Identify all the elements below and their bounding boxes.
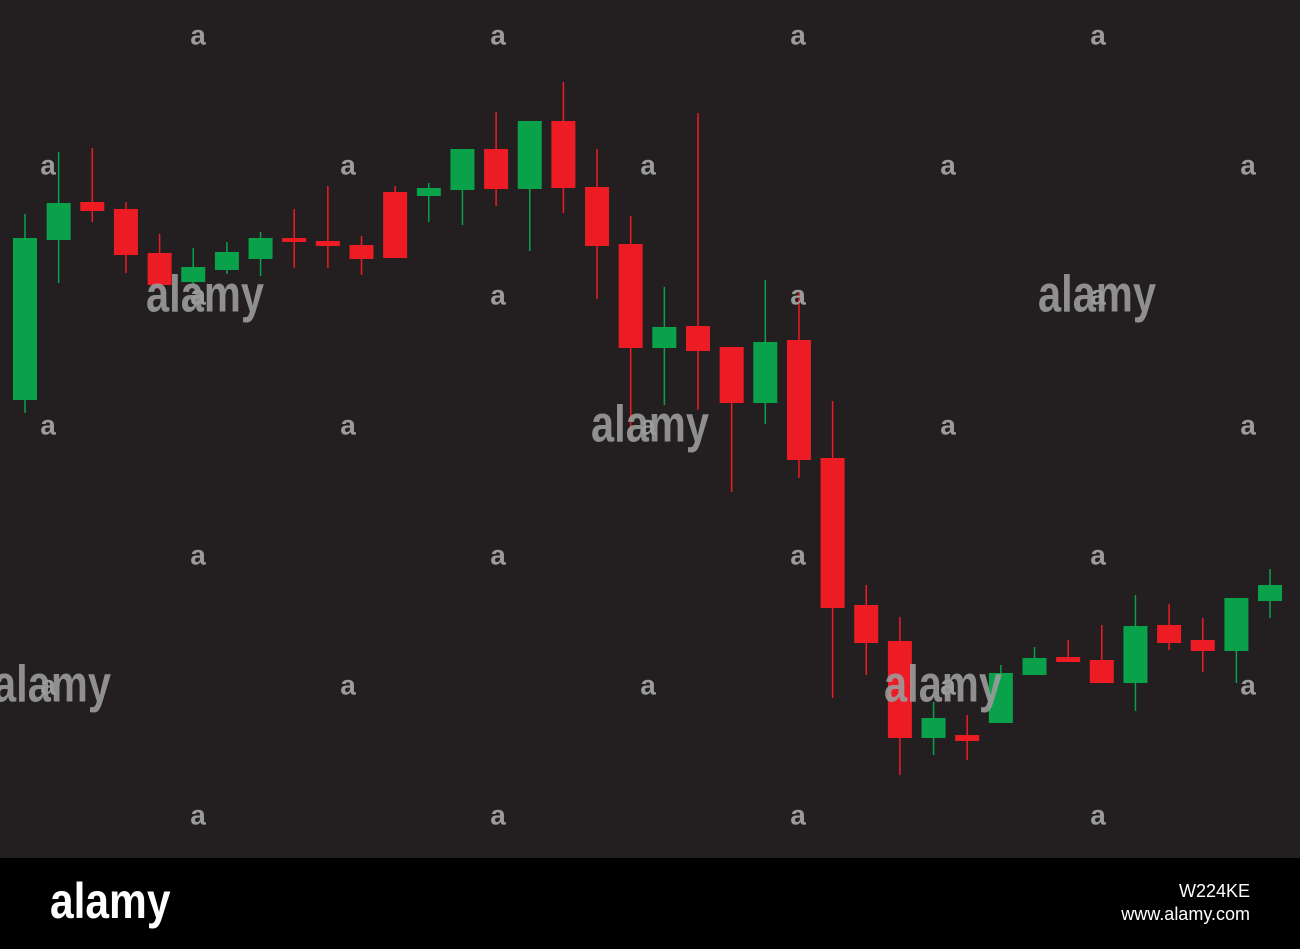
candle-body [854, 605, 879, 643]
candle-body [820, 458, 845, 608]
watermark-mark: a [340, 149, 356, 180]
candle-body [450, 149, 475, 190]
watermark-mark: a [490, 279, 506, 310]
watermark-mark: a [340, 409, 356, 440]
watermark-mark: a [490, 799, 506, 830]
candle-body [181, 267, 206, 282]
candle-body [282, 238, 307, 242]
candle-body [1224, 598, 1249, 651]
candle-body [517, 121, 542, 189]
candle-body [1190, 640, 1215, 651]
candle-body [1123, 626, 1148, 683]
watermark-logo: alamy [1038, 264, 1156, 323]
candle-body [955, 735, 980, 741]
watermark-mark: a [790, 279, 806, 310]
candle-body [214, 252, 239, 270]
watermark-logo: alamy [591, 394, 709, 453]
candle-body [1056, 657, 1081, 662]
image-id: W224KE [1179, 881, 1250, 901]
candles [13, 82, 1283, 775]
watermark-logo: alamy [0, 654, 111, 713]
watermark-mark: a [1240, 149, 1256, 180]
watermark-mark: a [1090, 279, 1106, 310]
candle-body [753, 342, 778, 403]
candle-body [551, 121, 576, 188]
watermark-mark: a [790, 799, 806, 830]
watermark-mark: a [1090, 19, 1106, 50]
candle-body [13, 238, 37, 400]
candle-body [147, 253, 172, 285]
candle-body [46, 203, 71, 240]
watermark-mark: a [1090, 539, 1106, 570]
watermark-mark: a [190, 279, 206, 310]
candle-body [484, 149, 509, 189]
watermark-mark: a [490, 539, 506, 570]
candle-body [416, 188, 441, 196]
watermark-logo: alamy [884, 654, 1002, 713]
candle-body [315, 241, 340, 246]
watermark-mark: a [40, 669, 56, 700]
candle-body [719, 347, 744, 403]
candle-body [686, 326, 710, 351]
watermark-mark: a [1240, 409, 1256, 440]
watermark-mark: a [1240, 669, 1256, 700]
watermark-mark: a [490, 19, 506, 50]
watermark-mark: a [640, 409, 656, 440]
candle-body [652, 327, 677, 348]
footer-url: www.alamy.com [1120, 904, 1250, 924]
watermark-mark: a [790, 19, 806, 50]
candle-body [1022, 658, 1047, 675]
candle-body [887, 641, 912, 738]
watermark-mark: a [190, 799, 206, 830]
candle-body [349, 245, 374, 259]
candle-body [113, 209, 138, 255]
watermark-logo: alamy [146, 264, 264, 323]
candle-body [618, 244, 643, 348]
watermark-mark: a [340, 669, 356, 700]
watermark-mark: a [790, 539, 806, 570]
candle-body [1258, 585, 1283, 601]
watermark-mark: a [640, 669, 656, 700]
candle-body [585, 187, 610, 246]
watermark-mark: a [940, 669, 956, 700]
watermark-mark: a [940, 409, 956, 440]
watermark-mark: a [940, 149, 956, 180]
watermark-mark: a [190, 539, 206, 570]
candle-body [80, 202, 105, 211]
candle-body [1157, 625, 1182, 643]
candle-body [988, 673, 1013, 723]
watermark-mark: a [40, 409, 56, 440]
footer-bar [0, 858, 1300, 949]
watermark-mark: a [40, 149, 56, 180]
candle-body [383, 192, 408, 258]
watermark-mark: a [190, 19, 206, 50]
watermark-mark: a [640, 149, 656, 180]
candle-body [786, 340, 811, 460]
candle-body [248, 238, 273, 259]
plot-background [0, 0, 1300, 858]
candle-body [921, 718, 946, 738]
watermark-mark: a [1090, 799, 1106, 830]
candle-body [1089, 660, 1114, 683]
footer-logo: alamy [50, 873, 171, 929]
